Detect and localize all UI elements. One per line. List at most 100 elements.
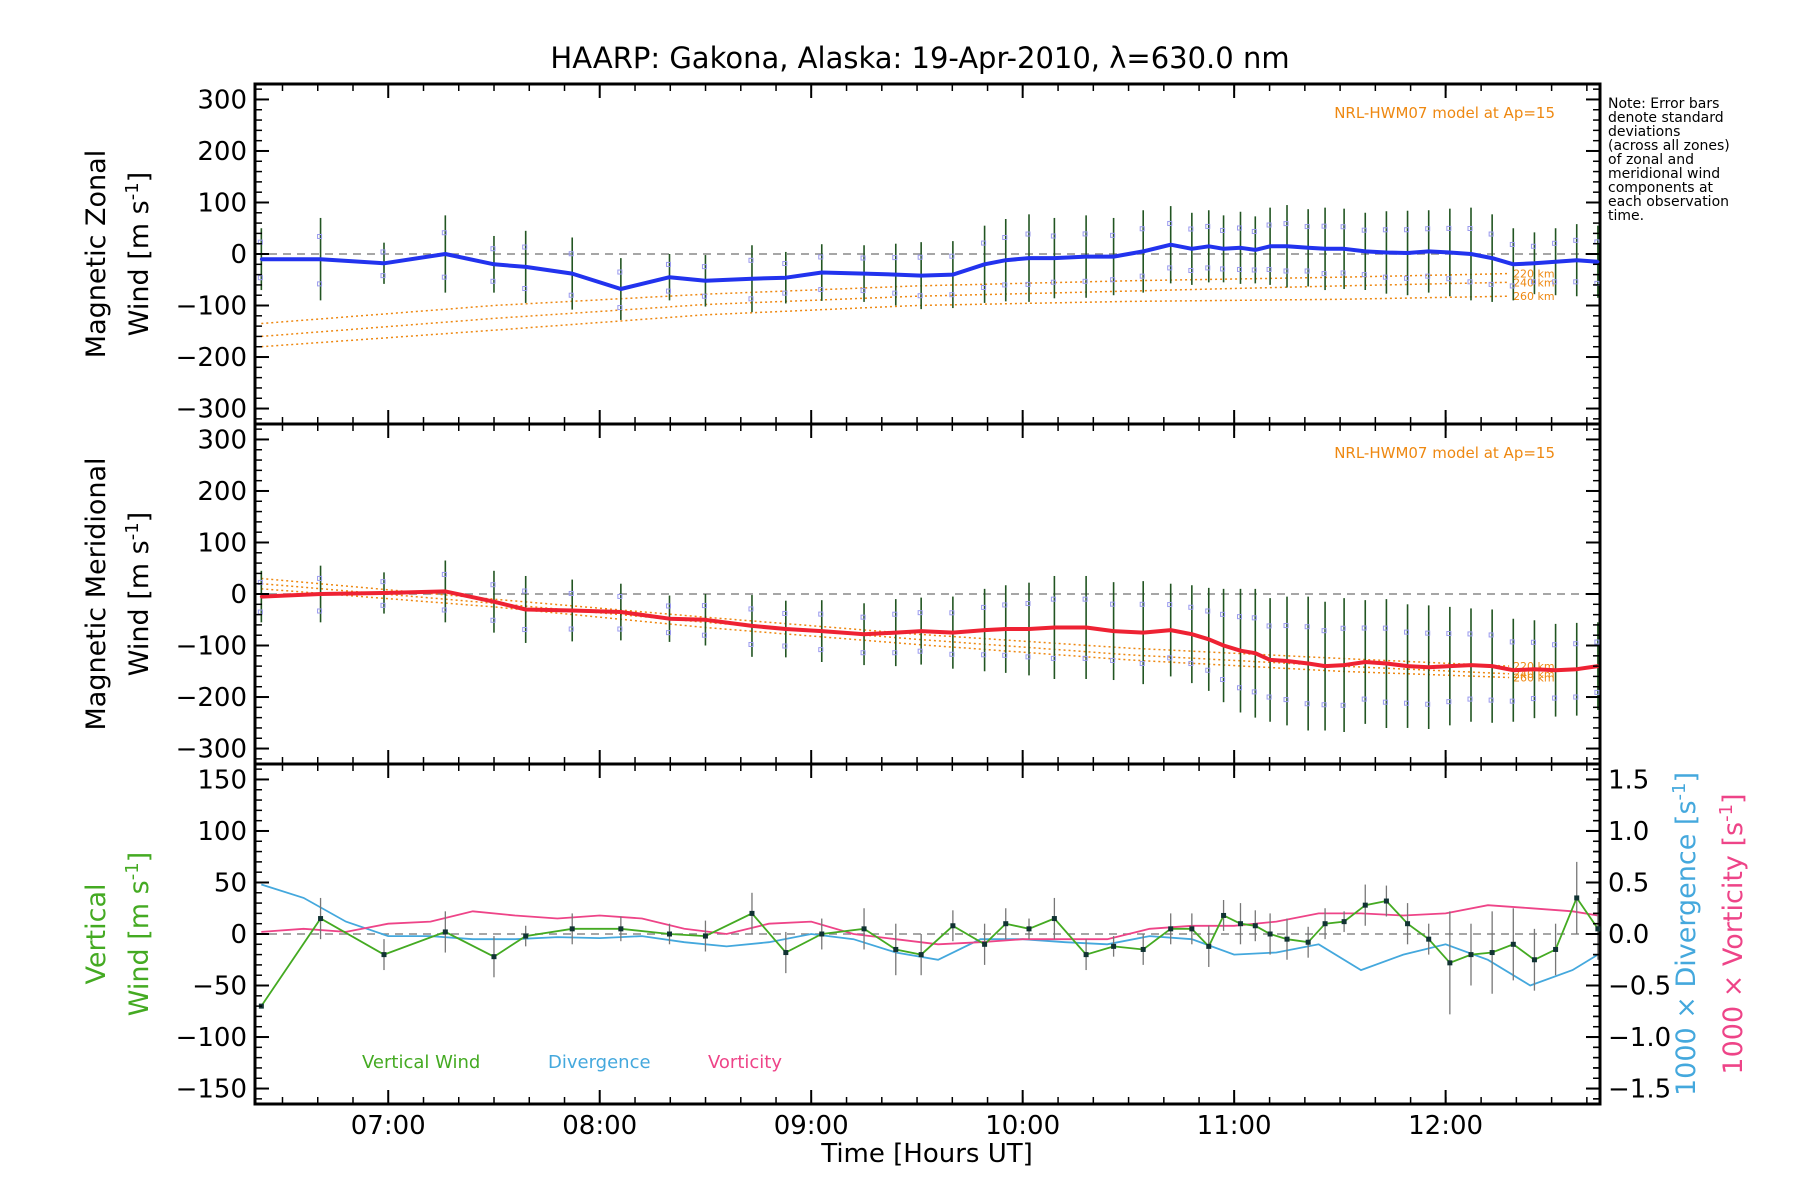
zonal-wind-point: [1596, 260, 1600, 264]
vertical-wind-point: [1362, 902, 1368, 908]
zone-point: [1082, 278, 1088, 284]
y-tick-label: 200: [197, 477, 247, 507]
zone-point: [568, 590, 574, 596]
zone-point: [748, 296, 754, 302]
meridional-wind-point: [319, 592, 323, 596]
vertical-wind-point: [783, 950, 789, 956]
vertical-wind-point: [1447, 960, 1453, 966]
zonal-wind-point: [1207, 244, 1211, 248]
zone-point: [1266, 222, 1272, 228]
zone-point: [1167, 265, 1173, 271]
zone-point: [1382, 274, 1388, 280]
zone-point: [1167, 655, 1173, 661]
meridional-wind-point: [1342, 663, 1346, 667]
zone-point: [1321, 702, 1327, 708]
vertical-wind-point: [1574, 895, 1580, 901]
vertical-wind-point: [1531, 957, 1537, 963]
zone-point: [1594, 639, 1600, 645]
divergence-line: [261, 883, 1599, 987]
meridional-wind-point: [1112, 629, 1116, 633]
zone-point: [1002, 235, 1008, 241]
zone-point: [1530, 243, 1536, 249]
zone-point: [892, 255, 898, 261]
zone-point: [748, 257, 754, 263]
note-line: deviations: [1608, 124, 1680, 140]
zone-point: [1188, 661, 1194, 667]
zone-point: [1530, 639, 1536, 645]
zone-point: [1425, 701, 1431, 707]
zone-point: [892, 650, 898, 656]
vertical-wind-point: [1168, 926, 1174, 932]
zone-point: [1236, 266, 1242, 272]
zonal-wind-point: [820, 271, 824, 275]
vertical-wind-point: [1405, 921, 1411, 927]
zone-point: [1509, 639, 1515, 645]
y2-tick-label: −1.5: [1608, 1075, 1671, 1105]
zone-point: [1382, 625, 1388, 631]
vertical-wind-point: [1553, 946, 1559, 952]
zone-point: [860, 255, 866, 261]
zone-point: [1002, 652, 1008, 658]
zone-point: [860, 650, 866, 656]
zonal-wind-point: [1285, 244, 1289, 248]
vertical-wind-point: [1426, 936, 1432, 942]
zone-point: [1321, 271, 1327, 277]
meridional-wind-point: [820, 629, 824, 633]
zonal-wind-point: [1169, 243, 1173, 247]
zone-point: [1573, 641, 1579, 647]
model-curve-260km: [261, 295, 1510, 348]
zonal-wind-point: [443, 252, 447, 256]
zone-point: [1025, 654, 1031, 660]
zone-point: [317, 575, 323, 581]
vertical-wind-point: [618, 926, 624, 932]
zone-point: [917, 648, 923, 654]
zonal-wind-point: [1253, 248, 1257, 252]
meridional-wind-point: [983, 628, 987, 632]
zone-point: [568, 292, 574, 298]
zone-point: [1488, 632, 1494, 638]
zone-point: [1205, 265, 1211, 271]
meridional-wind-point: [259, 595, 263, 599]
zone-point: [892, 290, 898, 296]
zone-point: [1552, 240, 1558, 246]
zone-point: [1321, 628, 1327, 634]
zone-point: [1340, 702, 1346, 708]
zonal-wind-point: [1363, 249, 1367, 253]
zone-point: [1425, 226, 1431, 232]
zone-point: [1205, 667, 1211, 673]
zone-point: [380, 602, 386, 608]
zonal-wind-point: [1448, 250, 1452, 254]
chart-title: HAARP: Gakona, Alaska: 19-Apr-2010, λ=63…: [550, 41, 1289, 75]
zonal-wind-point: [1342, 247, 1346, 251]
vertical-wind-point: [861, 926, 867, 932]
x-tick-label: 10:00: [985, 1111, 1060, 1141]
zone-point: [1340, 224, 1346, 230]
zone-point: [617, 626, 623, 632]
zone-point: [1304, 701, 1310, 707]
zone-point: [1404, 700, 1410, 706]
x-tick-label: 08:00: [562, 1111, 637, 1141]
meridional-wind-point: [1554, 668, 1558, 672]
vorticity-line: [261, 904, 1599, 946]
zone-point: [1425, 630, 1431, 636]
vertical-wind-point: [318, 916, 324, 922]
vertical-ylabel: Vertical: [81, 883, 112, 984]
zone-point: [568, 251, 574, 257]
vertical-wind-point: [1051, 916, 1057, 922]
zone-point: [1509, 698, 1515, 704]
zone-point: [1361, 625, 1367, 631]
zone-point: [1467, 279, 1473, 285]
zone-point: [1361, 227, 1367, 233]
zone-point: [1530, 696, 1536, 702]
zonal-wind-point: [1511, 262, 1515, 266]
y-tick-label: 150: [197, 765, 247, 795]
vertical-wind-point: [950, 923, 956, 929]
meridional-wind-point: [1448, 664, 1452, 668]
y2-tick-label: −0.5: [1608, 972, 1671, 1002]
meridional-wind-point: [1084, 625, 1088, 629]
zone-point: [1404, 275, 1410, 281]
y-tick-label: 300: [197, 425, 247, 455]
zone-point: [1552, 642, 1558, 648]
